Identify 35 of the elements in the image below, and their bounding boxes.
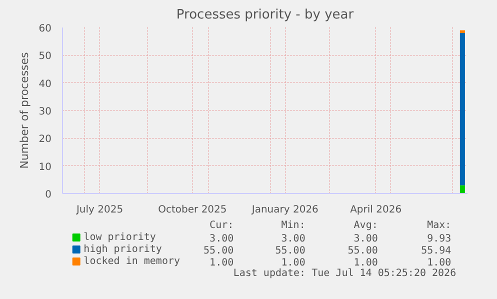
text: 55.00: [348, 246, 378, 256]
text: 1.00: [427, 258, 452, 268]
x-tick-label: April 2026: [350, 204, 402, 216]
text: 3.00: [281, 234, 306, 244]
bar: [460, 185, 465, 194]
text: Avg:: [354, 220, 378, 231]
y-axis-title: Number of processes: [18, 52, 31, 169]
y-tick-label: 10: [38, 162, 52, 173]
y-tick-label: 0: [45, 190, 52, 200]
text: Min:: [281, 220, 306, 231]
text: 1.00: [210, 258, 234, 268]
y-tick-label: 50: [38, 51, 52, 62]
legend-label: locked in memory: [84, 256, 180, 267]
text: Cur:: [210, 220, 234, 231]
legend-label: high priority: [84, 244, 162, 255]
x-tick-label: July 2025: [75, 204, 124, 216]
text: 55.94: [421, 246, 452, 256]
text: Last update: Tue Jul 14 05:25:20 2026: [233, 268, 456, 279]
x-tick-label: October 2025: [158, 204, 227, 216]
y-tick-label: 60: [38, 24, 52, 34]
text: 55.00: [204, 246, 234, 256]
text: Max:: [427, 220, 452, 231]
text: 1.00: [354, 258, 378, 268]
text: 3.00: [210, 234, 234, 244]
legend-label: low priority: [84, 232, 156, 243]
text: 1.00: [281, 258, 306, 268]
y-tick-label: 20: [38, 134, 52, 146]
chart-title: Processes priority - by year: [176, 8, 354, 22]
y-tick-label: 40: [38, 78, 52, 90]
text: 55.00: [275, 246, 306, 256]
bar: [460, 33, 465, 186]
text: 9.93: [427, 234, 452, 244]
text: 3.00: [354, 234, 378, 244]
x-tick-label: January 2026: [250, 204, 318, 216]
y-tick-label: 30: [38, 106, 52, 118]
